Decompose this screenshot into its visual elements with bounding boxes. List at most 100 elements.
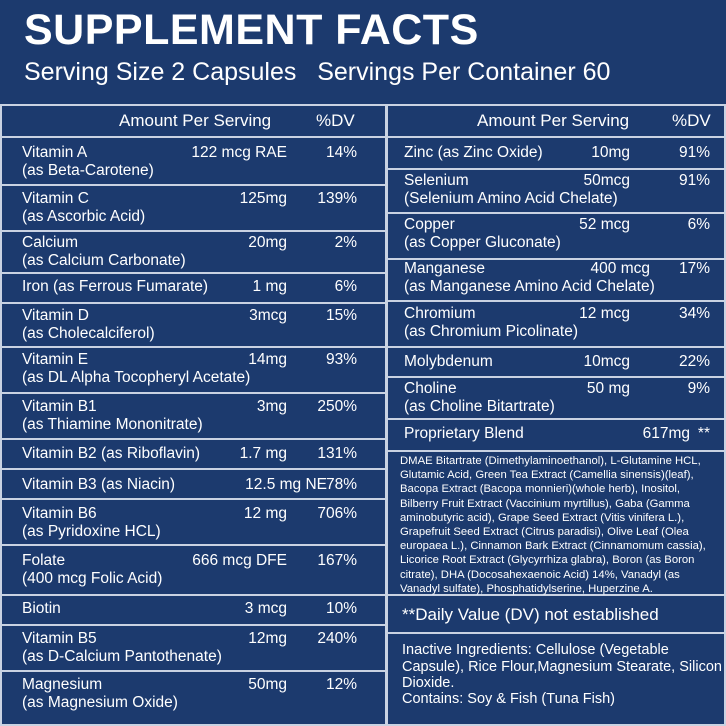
nutrient-amount: 10mg	[591, 144, 630, 161]
nutrient-amount: 12 mcg	[579, 305, 630, 322]
nutrient-source: (as Pyridoxine HCL)	[22, 523, 161, 540]
nutrient-dv: 91%	[678, 144, 710, 161]
allergen-statement: Contains: Soy & Fish (Tuna Fish)	[402, 691, 616, 707]
amount-column-heading: Amount Per Serving	[477, 111, 630, 130]
nutrient-name: Magnesium	[22, 676, 103, 693]
nutrient-amount: 50mcg	[583, 172, 630, 189]
nutrient-name: Zinc (as Zinc Oxide)	[404, 144, 543, 161]
nutrient-amount: 666 mcg DFE	[192, 552, 287, 569]
nutrient-amount: 12mg	[248, 630, 287, 647]
nutrient-name: Vitamin B2 (as Riboflavin)	[22, 445, 201, 462]
nutrient-dv: 78%	[325, 476, 357, 493]
dv-note: **Daily Value (DV) not established	[402, 605, 659, 624]
nutrient-dv: 9%	[687, 380, 710, 397]
label-header: SUPPLEMENT FACTS Serving Size 2 Capsules…	[0, 0, 726, 100]
nutrient-dv: 250%	[317, 398, 357, 415]
dv-column-heading: %DV	[316, 111, 355, 130]
nutrient-name: Manganese	[404, 260, 486, 277]
nutrient-source: (Selenium Amino Acid Chelate)	[404, 190, 618, 207]
nutrient-name: Vitamin B3 (as Niacin)	[22, 476, 176, 493]
nutrient-source: (as Ascorbic Acid)	[22, 208, 146, 225]
nutrient-amount: 12 mg	[243, 505, 287, 522]
nutrient-row: Vitamin B3 (as Niacin) 12.5 mg NE 78%	[2, 470, 385, 500]
nutrient-dv: 22%	[678, 353, 710, 370]
nutrient-row: Vitamin D (as Cholecalciferol) 3mcg 15%	[2, 304, 385, 348]
nutrient-amount: 1 mg	[252, 278, 287, 295]
nutrient-source: (as Thiamine Mononitrate)	[22, 416, 203, 433]
right-nutrient-panel: Amount Per Serving %DV Zinc (as Zinc Oxi…	[386, 104, 726, 726]
nutrient-row: Vitamin C (as Ascorbic Acid) 125mg 139%	[2, 186, 385, 232]
nutrient-amount: 10mcg	[583, 353, 630, 370]
nutrient-dv: 139%	[317, 190, 357, 207]
dv-column-heading: %DV	[672, 111, 711, 130]
nutrient-name: Choline	[404, 380, 457, 397]
nutrient-amount: 400 mcg	[590, 260, 650, 277]
nutrient-name: Calcium	[22, 234, 78, 251]
nutrient-row: Magnesium (as Magnesium Oxide) 50mg 12%	[2, 672, 385, 724]
nutrient-row: Copper (as Copper Gluconate) 52 mcg 6%	[388, 214, 724, 260]
nutrient-amount: 617mg	[642, 425, 690, 442]
nutrient-dv: 167%	[317, 552, 357, 569]
nutrient-amount: 12.5 mg NE	[245, 476, 327, 493]
nutrient-row: Zinc (as Zinc Oxide) 10mg 91%	[388, 138, 724, 170]
nutrient-row: Selenium (Selenium Amino Acid Chelate) 5…	[388, 170, 724, 214]
nutrient-row: Vitamin E (as DL Alpha Tocopheryl Acetat…	[2, 348, 385, 394]
nutrient-name: Copper	[404, 216, 455, 233]
nutrient-amount: 50mg	[248, 676, 287, 693]
nutrient-dv: 12%	[325, 676, 357, 693]
nutrient-amount: 52 mcg	[579, 216, 630, 233]
nutrient-row: Vitamin A (as Beta-Carotene) 122 mcg RAE…	[2, 138, 385, 186]
nutrient-name: Vitamin E	[22, 351, 89, 368]
inactive-ingredients: Inactive Ingredients: Cellulose (Vegetab…	[402, 642, 722, 691]
nutrient-row: Vitamin B5 (as D-Calcium Pantothenate) 1…	[2, 626, 385, 672]
nutrient-name: Vitamin D	[22, 307, 89, 324]
nutrient-name: Selenium	[404, 172, 469, 189]
nutrient-name: Vitamin B6	[22, 505, 97, 522]
nutrient-row: Molybdenum 10mcg 22%	[388, 348, 724, 378]
nutrient-row: Folate (400 mcg Folic Acid) 666 mcg DFE …	[2, 546, 385, 596]
nutrient-row: Chromium (as Chromium Picolinate) 12 mcg…	[388, 302, 724, 348]
nutrient-row: Calcium (as Calcium Carbonate) 20mg 2%	[2, 232, 385, 274]
nutrient-row: Vitamin B2 (as Riboflavin) 1.7 mg 131%	[2, 440, 385, 470]
nutrient-source: (as Cholecalciferol)	[22, 325, 155, 342]
blend-ingredients-section: DMAE Bitartrate (Dimethylaminoethanol), …	[388, 452, 724, 596]
nutrient-name: Molybdenum	[404, 353, 493, 370]
nutrient-amount: 3mcg	[249, 307, 287, 324]
nutrient-dv: 15%	[325, 307, 357, 324]
nutrient-dv: 91%	[678, 172, 710, 189]
nutrient-name: Proprietary Blend	[404, 425, 524, 442]
serving-info: Serving Size 2 Capsules Servings Per Con…	[24, 58, 611, 86]
nutrient-dv: 10%	[325, 600, 357, 617]
inactive-section: Inactive Ingredients: Cellulose (Vegetab…	[388, 634, 724, 724]
proprietary-blend-row: Proprietary Blend 617mg **	[388, 420, 724, 452]
nutrient-amount: 3 mcg	[244, 600, 287, 617]
nutrient-row: Vitamin B1 (as Thiamine Mononitrate) 3mg…	[2, 394, 385, 440]
nutrient-amount: 1.7 mg	[239, 445, 287, 462]
nutrient-name: Vitamin C	[22, 190, 89, 207]
nutrient-dv: 6%	[334, 278, 357, 295]
nutrient-amount: 14mg	[248, 351, 287, 368]
nutrient-name: Chromium	[404, 305, 476, 322]
nutrient-source: (as DL Alpha Tocopheryl Acetate)	[22, 369, 251, 386]
nutrient-row: Manganese (as Manganese Amino Acid Chela…	[388, 260, 724, 302]
page-title: SUPPLEMENT FACTS	[24, 6, 479, 54]
nutrient-name: Vitamin A	[22, 144, 88, 161]
nutrient-source: (as Manganese Amino Acid Chelate)	[404, 278, 655, 295]
nutrient-source: (as Calcium Carbonate)	[22, 252, 186, 269]
nutrient-source: (as Copper Gluconate)	[404, 234, 561, 251]
nutrient-dv: 14%	[325, 144, 357, 161]
nutrient-row: Choline (as Choline Bitartrate) 50 mg 9%	[388, 378, 724, 420]
nutrient-dv: 6%	[687, 216, 710, 233]
nutrient-row: Biotin 3 mcg 10%	[2, 596, 385, 626]
nutrient-name: Folate	[22, 552, 66, 569]
nutrient-name: Biotin	[22, 600, 61, 617]
nutrient-amount: 20mg	[248, 234, 287, 251]
nutrient-source: (as D-Calcium Pantothenate)	[22, 648, 222, 665]
nutrient-name: Iron (as Ferrous Fumarate)	[22, 278, 209, 295]
blend-ingredients: DMAE Bitartrate (Dimethylaminoethanol), …	[400, 455, 706, 595]
nutrient-amount: 3mg	[256, 398, 287, 415]
nutrient-source: (as Beta-Carotene)	[22, 162, 154, 179]
nutrient-source: (as Chromium Picolinate)	[404, 323, 578, 340]
nutrient-row: Iron (as Ferrous Fumarate) 1 mg 6%	[2, 274, 385, 304]
nutrient-name: Vitamin B5	[22, 630, 97, 647]
